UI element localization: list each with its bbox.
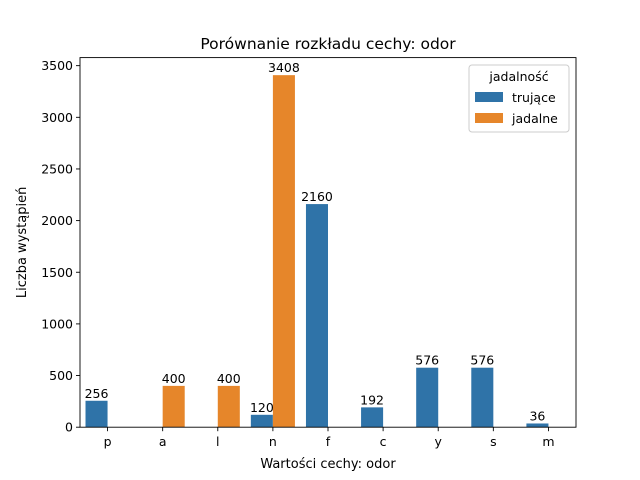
data-label-p-series-0: 256	[85, 386, 109, 401]
data-label-l-series-1: 400	[217, 371, 241, 386]
y-tick-label: 2500	[41, 161, 73, 176]
x-tick-label-a: a	[159, 434, 167, 449]
data-label-n-series-0: 120	[250, 400, 274, 415]
x-tick-label-n: n	[269, 434, 277, 449]
legend: jadalność trujące jadalne	[468, 64, 570, 133]
legend-swatch-trujace	[475, 92, 503, 102]
bar-c-series-0	[361, 407, 384, 428]
bar-n-series-0	[250, 414, 273, 428]
data-label-n-series-1: 3408	[268, 60, 300, 75]
data-label-s-series-0: 576	[470, 353, 494, 368]
bar-f-series-0	[305, 204, 328, 428]
y-tick-label: 1000	[41, 316, 73, 331]
bar-s-series-0	[471, 367, 494, 428]
y-tick-label: 0	[65, 420, 73, 435]
data-label-m-series-0: 36	[529, 408, 545, 423]
legend-label-jadalne: jadalne	[511, 111, 558, 126]
bar-a-series-1	[162, 385, 185, 428]
legend-swatch-jadalne	[475, 113, 503, 123]
bar-p-series-0	[85, 400, 108, 428]
data-label-y-series-0: 576	[415, 353, 439, 368]
bar-n-series-1	[272, 75, 295, 428]
x-tick-label-f: f	[326, 434, 331, 449]
y-axis-label: Liczba wystąpień	[15, 187, 30, 298]
y-tick-label: 1500	[41, 265, 73, 280]
data-label-c-series-0: 192	[360, 392, 384, 407]
bar-l-series-1	[217, 385, 240, 428]
x-tick-label-p: p	[104, 434, 112, 449]
y-tick-label: 3500	[41, 58, 73, 73]
y-tick-label: 3000	[41, 110, 73, 125]
legend-title: jadalność	[488, 69, 548, 84]
x-tick-label-m: m	[542, 434, 554, 449]
x-tick-label-y: y	[435, 434, 443, 449]
bar-y-series-0	[416, 367, 439, 428]
chart-title: Porównanie rozkładu cechy: odor	[200, 35, 456, 53]
data-label-a-series-1: 400	[162, 371, 186, 386]
x-tick-label-c: c	[380, 434, 387, 449]
x-axis-label: Wartości cechy: odor	[260, 457, 396, 472]
y-tick-label: 500	[49, 368, 73, 383]
y-tick-label: 2000	[41, 213, 73, 228]
legend-label-trujace: trujące	[512, 90, 556, 105]
data-label-f-series-0: 2160	[301, 189, 333, 204]
bar-m-series-0	[526, 423, 549, 428]
x-tick-label-s: s	[490, 434, 497, 449]
x-tick-label-l: l	[216, 434, 219, 449]
